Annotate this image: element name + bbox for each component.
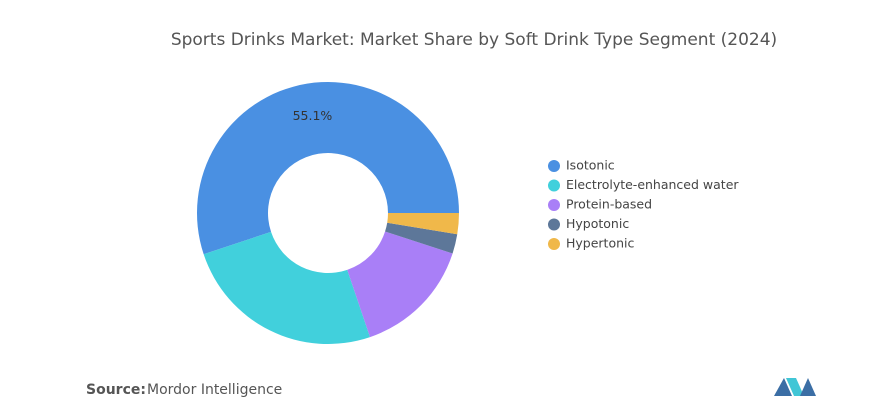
legend-label: Hypertonic [566,236,635,251]
chart-title: Sports Drinks Market: Market Share by So… [171,30,777,50]
legend-marker [548,179,560,192]
legend-label: Electrolyte-enhanced water [566,177,739,192]
slice [203,231,371,344]
legend-label: Isotonic [566,158,615,173]
source-label: Source: [86,382,146,398]
source: Mordor Intelligence [147,382,282,398]
legend-label: Hypotonic [566,216,629,231]
value-label: 55.1% [293,108,333,123]
legend-marker [548,160,560,172]
slice [197,81,459,255]
legend-label: Protein-based [566,197,652,212]
slice [387,213,459,235]
legend-marker [548,238,560,250]
slice [385,222,458,254]
legend-marker [548,199,560,211]
legend-marker [548,218,560,231]
logo [774,378,816,396]
slice [347,231,453,338]
